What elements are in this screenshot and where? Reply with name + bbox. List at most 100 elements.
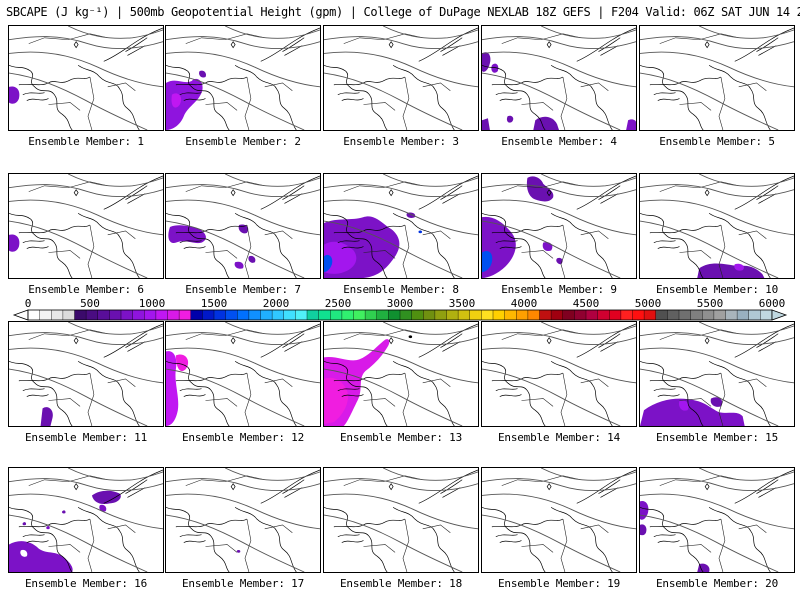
colorbar-segment xyxy=(97,310,110,320)
coastline xyxy=(166,360,230,426)
member-map xyxy=(482,322,636,426)
coastline xyxy=(166,506,230,572)
height-contour xyxy=(225,468,320,481)
coastline xyxy=(708,360,771,426)
coastline xyxy=(756,333,779,352)
ensemble-panel-16 xyxy=(8,467,164,573)
height-contour xyxy=(482,184,636,198)
colorbar-segment xyxy=(423,310,436,320)
height-contour xyxy=(640,514,779,572)
coastline xyxy=(103,27,163,62)
ensemble-panel-8 xyxy=(323,173,479,279)
location-marker-icon xyxy=(73,189,79,197)
cape-shading xyxy=(199,70,207,78)
colorbar-segment xyxy=(516,310,529,320)
height-contour xyxy=(324,184,478,198)
cape-shading xyxy=(640,398,745,426)
member-map xyxy=(482,26,636,130)
state-border xyxy=(107,378,136,387)
colorbar-segment xyxy=(434,310,447,320)
state-border xyxy=(107,82,136,91)
height-contour xyxy=(699,322,794,335)
height-contour xyxy=(324,332,478,346)
height-contour xyxy=(482,220,621,278)
height-contour xyxy=(166,332,320,346)
state-border xyxy=(343,329,423,340)
ensemble-panel-18 xyxy=(323,467,479,573)
height-contour xyxy=(640,184,794,198)
location-marker-icon xyxy=(704,189,710,197)
member-map xyxy=(324,26,478,130)
state-border xyxy=(48,544,81,553)
coastline xyxy=(734,469,794,504)
state-border xyxy=(264,524,293,533)
state-border xyxy=(521,102,554,111)
colorbar-tick-label: 5500 xyxy=(696,297,724,310)
member-map xyxy=(166,26,320,130)
height-contour xyxy=(225,322,320,335)
colorbar-segment xyxy=(690,310,703,320)
height-contour xyxy=(9,478,163,492)
cape-shading xyxy=(533,116,559,130)
ensemble-panel-1 xyxy=(8,25,164,131)
ensemble-member-label: Ensemble Member: 9 xyxy=(501,283,617,296)
coastline xyxy=(576,175,636,210)
coastline xyxy=(22,388,49,397)
colorbar-segment xyxy=(260,310,273,320)
coastline xyxy=(495,240,522,249)
coastline xyxy=(734,27,794,62)
state-border xyxy=(580,230,609,239)
coastline xyxy=(77,506,140,572)
state-border xyxy=(87,76,95,130)
colorbar-segment xyxy=(179,310,192,320)
location-marker-icon xyxy=(230,189,236,197)
coastline xyxy=(18,224,91,234)
height-contour xyxy=(9,493,163,530)
coastline xyxy=(392,64,455,130)
location-marker-icon xyxy=(388,189,394,197)
height-contour xyxy=(9,332,163,346)
state-border xyxy=(185,33,265,44)
ensemble-member-label: Ensemble Member: 5 xyxy=(659,135,775,148)
coastline xyxy=(491,224,564,234)
cape-shading xyxy=(22,522,27,526)
state-border xyxy=(659,475,739,486)
height-contour xyxy=(68,174,163,187)
cape-shading xyxy=(556,257,563,265)
coastline xyxy=(653,240,680,249)
height-contour xyxy=(699,174,794,187)
coastline xyxy=(234,212,297,278)
colorbar-tick-label: 4000 xyxy=(510,297,538,310)
height-contour xyxy=(640,478,794,492)
cape-shading xyxy=(491,63,499,73)
ensemble-member-label: Ensemble Member: 3 xyxy=(343,135,459,148)
state-border xyxy=(679,398,712,407)
coastline xyxy=(756,479,779,498)
coastline xyxy=(734,175,794,210)
height-contour xyxy=(324,36,478,50)
colorbar-segment xyxy=(667,310,680,320)
location-marker-icon xyxy=(388,483,394,491)
ensemble-panel-3 xyxy=(323,25,479,131)
state-border xyxy=(738,524,767,533)
location-marker-icon xyxy=(704,41,710,49)
colorbar-segment xyxy=(62,310,75,320)
colorbar-segment xyxy=(167,310,180,320)
state-border xyxy=(363,102,396,111)
cape-shading xyxy=(626,119,636,130)
cape-shading xyxy=(9,541,73,572)
colorbar-segment xyxy=(725,310,738,320)
coastline xyxy=(649,224,722,234)
member-map xyxy=(482,174,636,278)
state-border xyxy=(87,372,95,426)
ensemble-member-label: Ensemble Member: 12 xyxy=(181,431,305,444)
ensemble-panel-13 xyxy=(323,321,479,427)
coastline xyxy=(260,323,320,358)
colorbar-tick-label: 500 xyxy=(80,297,100,310)
coastline xyxy=(550,360,613,426)
cape-shading xyxy=(482,118,490,130)
coastline xyxy=(103,175,163,210)
colorbar-segment xyxy=(307,310,319,320)
coastline xyxy=(598,185,621,204)
height-contour xyxy=(166,368,305,426)
